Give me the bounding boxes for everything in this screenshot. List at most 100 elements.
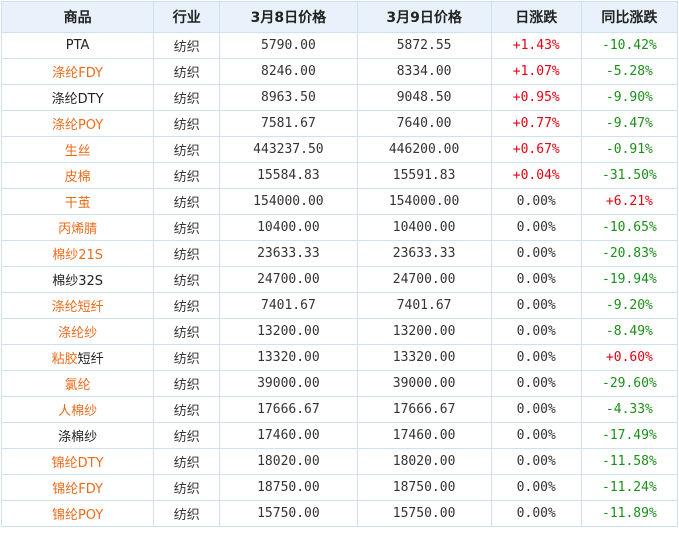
table-body: PTA 纺织 5790.00 5872.55 +1.43% -10.42% 涤纶FDY 纺织 8… — [0, 32, 679, 527]
product-link[interactable]: 干茧 — [64, 196, 91, 211]
daily-change-cell: 0.00% — [490, 266, 582, 293]
header-daily-change: 日涨跌 — [490, 1, 582, 33]
product-link[interactable]: 锦纶DTY — [51, 456, 104, 471]
yoy-change-cell: -8.49% — [580, 318, 679, 345]
product-name-cell: PTA — [0, 32, 155, 59]
industry-cell: 纺织 — [153, 422, 221, 449]
yoy-change-cell: -0.91% — [580, 136, 679, 163]
industry-cell: 纺织 — [153, 500, 221, 527]
product-name-cell[interactable]: 丙烯腈 — [0, 214, 155, 241]
product-name-text: PTA — [65, 38, 90, 53]
product-name-cell[interactable]: 锦纶DTY — [0, 448, 155, 475]
industry-cell: 纺织 — [153, 370, 221, 397]
table-header: 商品 行业 3月8日价格 3月9日价格 日涨跌 同比涨跌 — [0, 1, 679, 33]
price-mar8-cell: 18020.00 — [219, 448, 358, 475]
product-link[interactable]: 人棉纱 — [58, 404, 98, 419]
yoy-change-cell: -11.89% — [580, 500, 679, 527]
header-price-mar8: 3月8日价格 — [219, 1, 358, 33]
product-name-text: 涤棉纱 — [58, 430, 98, 445]
product-name-cell[interactable]: 锦纶POY — [0, 500, 155, 527]
table-row: 棉纱21S 纺织 23633.33 23633.33 0.00% -20.83% — [0, 240, 679, 267]
product-link[interactable]: 粘胶 — [51, 352, 78, 367]
product-link[interactable]: 生丝 — [64, 144, 91, 159]
price-mar9-cell: 39000.00 — [356, 370, 492, 397]
table-row: 涤棉纱 纺织 17460.00 17460.00 0.00% -17.49% — [0, 422, 679, 449]
daily-change-cell: 0.00% — [490, 422, 582, 449]
table-row: 涤纶POY 纺织 7581.67 7640.00 +0.77% -9.47% — [0, 110, 679, 137]
price-mar8-cell: 23633.33 — [219, 240, 358, 267]
price-mar8-cell: 24700.00 — [219, 266, 358, 293]
product-link[interactable]: 锦纶POY — [51, 508, 104, 523]
yoy-change-cell: -5.28% — [580, 58, 679, 85]
price-mar8-cell: 17460.00 — [219, 422, 358, 449]
table-row: 锦纶POY 纺织 15750.00 15750.00 0.00% -11.89% — [0, 500, 679, 527]
product-link[interactable]: 氯纶 — [64, 378, 91, 393]
price-mar9-cell: 9048.50 — [356, 84, 492, 111]
product-name-cell[interactable]: 氯纶 — [0, 370, 155, 397]
industry-cell: 纺织 — [153, 266, 221, 293]
header-industry: 行业 — [153, 1, 221, 33]
product-name-cell[interactable]: 棉纱21S — [0, 240, 155, 267]
product-link[interactable]: 涤纶POY — [51, 118, 104, 133]
daily-change-cell: 0.00% — [490, 500, 582, 527]
yoy-change-cell: -11.24% — [580, 474, 679, 501]
product-link[interactable]: 涤纶短纤 — [51, 300, 104, 315]
product-name-cell[interactable]: 人棉纱 — [0, 396, 155, 423]
product-name-cell[interactable]: 涤纶纱 — [0, 318, 155, 345]
product-name-cell: 涤纶DTY — [0, 84, 155, 111]
product-link[interactable]: 棉纱21S — [52, 248, 103, 263]
product-name-cell[interactable]: 生丝 — [0, 136, 155, 163]
yoy-change-cell: -19.94% — [580, 266, 679, 293]
price-mar8-cell: 443237.50 — [219, 136, 358, 163]
daily-change-cell: +0.95% — [490, 84, 582, 111]
price-mar9-cell: 5872.55 — [356, 32, 492, 59]
yoy-change-cell: -4.33% — [580, 396, 679, 423]
product-name-cell[interactable]: 粘胶短纤 — [0, 344, 155, 371]
yoy-change-cell: -29.60% — [580, 370, 679, 397]
table-row: 棉纱32S 纺织 24700.00 24700.00 0.00% -19.94% — [0, 266, 679, 293]
price-mar9-cell: 13200.00 — [356, 318, 492, 345]
daily-change-cell: 0.00% — [490, 448, 582, 475]
daily-change-cell: 0.00% — [490, 370, 582, 397]
daily-change-cell: 0.00% — [490, 240, 582, 267]
daily-change-cell: +0.04% — [490, 162, 582, 189]
product-name-cell[interactable]: 涤纶POY — [0, 110, 155, 137]
product-name-cell[interactable]: 锦纶FDY — [0, 474, 155, 501]
daily-change-cell: 0.00% — [490, 318, 582, 345]
product-link[interactable]: 涤纶FDY — [52, 66, 103, 81]
product-name-cell: 涤棉纱 — [0, 422, 155, 449]
price-mar9-cell: 13320.00 — [356, 344, 492, 371]
price-mar8-cell: 15750.00 — [219, 500, 358, 527]
daily-change-cell: +0.67% — [490, 136, 582, 163]
industry-cell: 纺织 — [153, 58, 221, 85]
industry-cell: 纺织 — [153, 240, 221, 267]
product-link[interactable]: 丙烯腈 — [58, 222, 98, 237]
table-row: 生丝 纺织 443237.50 446200.00 +0.67% -0.91% — [0, 136, 679, 163]
table-row: 皮棉 纺织 15584.83 15591.83 +0.04% -31.50% — [0, 162, 679, 189]
price-mar8-cell: 17666.67 — [219, 396, 358, 423]
daily-change-cell: 0.00% — [490, 188, 582, 215]
product-link[interactable]: 锦纶FDY — [52, 482, 103, 497]
product-name-cell[interactable]: 干茧 — [0, 188, 155, 215]
price-mar8-cell: 13320.00 — [219, 344, 358, 371]
table-row: 涤纶DTY 纺织 8963.50 9048.50 +0.95% -9.90% — [0, 84, 679, 111]
product-name-cell: 棉纱32S — [0, 266, 155, 293]
product-link[interactable]: 涤纶纱 — [58, 326, 98, 341]
product-link[interactable]: 皮棉 — [64, 170, 91, 185]
product-name-cell[interactable]: 皮棉 — [0, 162, 155, 189]
product-name-cell[interactable]: 涤纶短纤 — [0, 292, 155, 319]
daily-change-cell: 0.00% — [490, 214, 582, 241]
daily-change-cell: +1.07% — [490, 58, 582, 85]
price-mar9-cell: 10400.00 — [356, 214, 492, 241]
yoy-change-cell: +6.21% — [580, 188, 679, 215]
product-name-cell[interactable]: 涤纶FDY — [0, 58, 155, 85]
price-mar8-cell: 10400.00 — [219, 214, 358, 241]
price-mar9-cell: 24700.00 — [356, 266, 492, 293]
price-mar8-cell: 8963.50 — [219, 84, 358, 111]
industry-cell: 纺织 — [153, 188, 221, 215]
header-price-mar9: 3月9日价格 — [356, 1, 492, 33]
industry-cell: 纺织 — [153, 214, 221, 241]
product-name-text: 短纤 — [77, 352, 104, 367]
industry-cell: 纺织 — [153, 474, 221, 501]
